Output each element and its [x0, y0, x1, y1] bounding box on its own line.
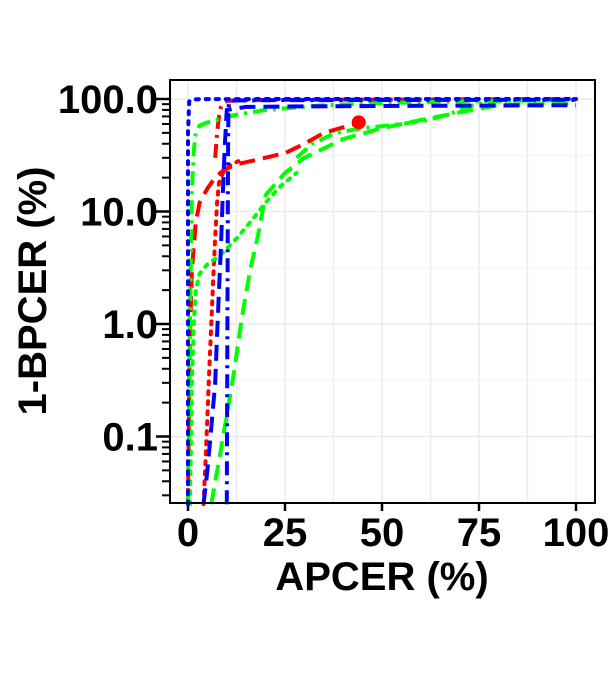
series-line-9 — [224, 97, 577, 505]
operating-point-marker — [351, 115, 366, 130]
grid — [170, 80, 595, 503]
y-tick-labels: 0.1 1.0 10.0 100.0 — [58, 78, 158, 460]
markers — [351, 115, 366, 130]
x-tick-label: 75 — [457, 511, 502, 555]
series-line-2 — [201, 159, 241, 507]
series-lines — [186, 97, 578, 507]
y-tick-label: 100.0 — [58, 78, 158, 122]
y-tick-label: 10.0 — [80, 191, 158, 235]
plot-frame — [169, 79, 596, 504]
y-tick-label: 0.1 — [102, 416, 158, 460]
series-line-10 — [186, 97, 578, 507]
x-axis-title: APCER (%) — [275, 555, 488, 599]
axis-ticks — [156, 97, 578, 511]
series-line-4 — [209, 101, 577, 505]
x-tick-label: 0 — [177, 511, 199, 555]
y-tick-label: 1.0 — [102, 303, 158, 347]
x-tick-label: 50 — [360, 511, 405, 555]
series-line-6 — [295, 97, 577, 160]
x-tick-label: 25 — [263, 511, 308, 555]
x-tick-label: 100 — [543, 511, 610, 555]
series-line-5 — [187, 171, 299, 507]
y-axis-title: 1-BPCER (%) — [11, 167, 55, 416]
series-line-7 — [186, 98, 577, 505]
x-tick-labels: 0 25 50 75 100 — [177, 511, 610, 555]
series-line-1 — [186, 120, 364, 505]
series-line-8 — [201, 103, 577, 505]
